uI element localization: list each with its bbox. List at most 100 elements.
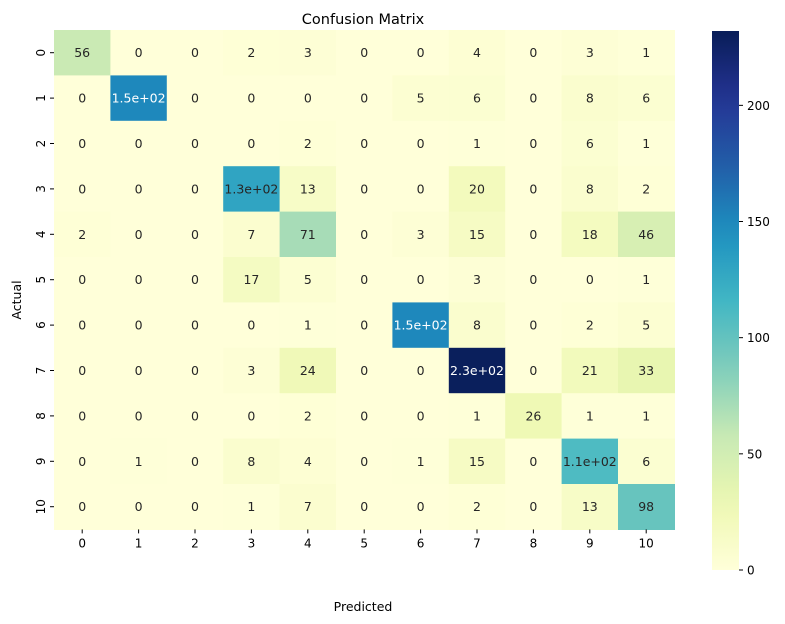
cell-value-label: 0: [247, 408, 255, 423]
y-tick-label: 7: [34, 367, 48, 375]
heatmap-cells: [54, 30, 675, 530]
cell-value-label: 0: [135, 499, 143, 514]
cell-value-label: 1.5e+02: [394, 318, 448, 333]
heatmap-cell: [336, 30, 393, 76]
cell-value-label: 0: [191, 499, 199, 514]
cell-value-label: 0: [529, 318, 537, 333]
heatmap-cell: [448, 302, 506, 349]
cell-value-label: 3: [586, 45, 594, 60]
cell-value-label: 1: [642, 136, 650, 151]
heatmap-cell: [223, 75, 281, 122]
cell-value-label: 0: [586, 272, 594, 287]
cell-value-label: 1: [473, 408, 481, 423]
heatmap-cell: [336, 120, 393, 167]
heatmap-cell: [392, 30, 450, 76]
cell-value-label: 0: [135, 181, 143, 196]
cell-value-label: 1.1e+02: [563, 454, 617, 469]
cell-value-label: 0: [417, 408, 425, 423]
cell-value-label: 1: [642, 408, 650, 423]
cell-value-label: 24: [300, 363, 316, 378]
heatmap-cell: [54, 166, 111, 213]
heatmap-cell: [336, 438, 393, 485]
cell-value-label: 3: [247, 363, 255, 378]
heatmap-cell: [110, 302, 168, 349]
cell-value-label: 0: [135, 318, 143, 333]
heatmap-cell: [618, 484, 675, 530]
heatmap-cell: [223, 120, 281, 167]
cell-value-label: 13: [582, 499, 598, 514]
x-axis-label: Predicted: [334, 599, 393, 614]
cell-value-label: 8: [247, 454, 255, 469]
cell-value-label: 20: [469, 181, 485, 196]
heatmap-cell: [279, 211, 337, 258]
cell-value-label: 6: [473, 91, 481, 106]
heatmap-cell: [279, 302, 337, 349]
heatmap-cell: [54, 484, 111, 530]
heatmap-cell: [54, 75, 111, 122]
heatmap-cell: [223, 211, 281, 258]
colorbar-tick-label: 0: [747, 564, 755, 578]
y-tick-label: 9: [34, 457, 48, 465]
heatmap-cell: [505, 30, 563, 76]
cell-value-label: 0: [529, 181, 537, 196]
cell-value-label: 0: [360, 272, 368, 287]
heatmap-cell: [54, 120, 111, 167]
y-tick-label: 5: [34, 276, 48, 284]
cell-value-label: 0: [78, 363, 86, 378]
cell-value-label: 8: [473, 318, 481, 333]
heatmap-cell: [54, 211, 111, 258]
heatmap-cell: [223, 347, 281, 394]
cell-value-label: 0: [78, 272, 86, 287]
heatmap-cell: [54, 302, 111, 349]
cell-value-label: 26: [525, 408, 541, 423]
heatmap-cell: [336, 257, 393, 303]
heatmap-cell: [110, 120, 168, 167]
heatmap-cell: [618, 211, 675, 258]
cell-value-label: 56: [74, 45, 90, 60]
cell-value-label: 0: [135, 272, 143, 287]
cell-value-label: 2: [642, 181, 650, 196]
x-tick-label: 3: [248, 536, 256, 550]
heatmap-cell: [448, 166, 506, 213]
heatmap-cell: [561, 302, 619, 349]
heatmap-cell: [166, 211, 224, 258]
cell-value-label: 0: [360, 181, 368, 196]
y-axis: 0 1 2 3 4 5 6 7 8 9 10: [34, 49, 54, 514]
cell-value-label: 15: [469, 227, 485, 242]
cell-value-label: 0: [78, 318, 86, 333]
heatmap-cell: [561, 211, 619, 258]
cell-value-label: 6: [642, 454, 650, 469]
heatmap-cell: [561, 257, 619, 303]
cell-value-label: 0: [360, 499, 368, 514]
cell-value-label: 0: [135, 363, 143, 378]
cell-value-label: 1: [417, 454, 425, 469]
cell-value-label: 2: [586, 318, 594, 333]
cell-value-label: 6: [586, 136, 594, 151]
cell-value-label: 2: [247, 45, 255, 60]
y-tick-label: 10: [34, 499, 48, 514]
heatmap-cell: [561, 120, 619, 167]
cell-value-label: 0: [529, 45, 537, 60]
x-tick-label: 1: [135, 536, 143, 550]
colorbar: 0 50 100 150 200: [712, 31, 770, 578]
cell-value-label: 0: [191, 408, 199, 423]
cell-value-label: 0: [360, 227, 368, 242]
cell-value-label: 71: [300, 227, 316, 242]
cell-value-label: 2: [304, 408, 312, 423]
heatmap-cell: [448, 75, 506, 122]
x-tick-label: 4: [304, 536, 312, 550]
heatmap-cell: [279, 120, 337, 167]
cell-value-label: 0: [360, 408, 368, 423]
heatmap-cell: [223, 257, 281, 303]
heatmap-cell: [336, 302, 393, 349]
heatmap-cell: [279, 393, 337, 440]
cell-value-label: 0: [529, 499, 537, 514]
cell-value-label: 2: [304, 136, 312, 151]
cell-value-label: 0: [360, 91, 368, 106]
heatmap-cell: [166, 302, 224, 349]
heatmap-cell: [561, 166, 619, 213]
cell-value-label: 0: [360, 318, 368, 333]
heatmap-cell: [110, 257, 168, 303]
colorbar-tick-label: 200: [747, 99, 770, 113]
